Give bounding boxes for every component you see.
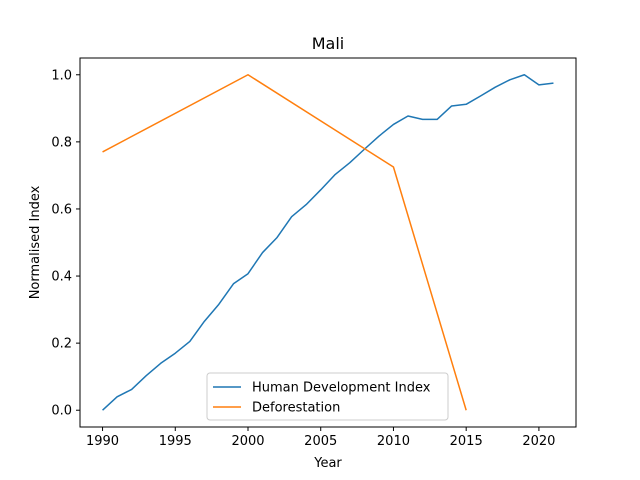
y-axis-label: Normalised Index [28, 185, 43, 299]
x-tick-label: 1990 [86, 434, 119, 449]
axes-frame [79, 57, 577, 428]
y-tick-label: 0.6 [51, 202, 72, 217]
plot-area: 1990 1995 2000 2005 2010 2015 2020 0.00.20.40.… [51, 57, 577, 449]
x-tick-label: 2020 [522, 434, 555, 449]
series-layer [102, 74, 554, 411]
y-tick-label: 0.2 [51, 337, 72, 352]
y-axis-ticks: 0.0 0.2 0.4 0.6 0.8 1.0 [51, 68, 80, 419]
legend-label-deforestation: Deforestation [252, 401, 340, 416]
y-tick-label: 0.8 [51, 135, 72, 150]
x-tick-label: 2005 [304, 434, 337, 449]
legend: Human Development Index Deforestation [206, 372, 449, 421]
x-tick-label: 2000 [231, 434, 264, 449]
y-tick-label: 0.4 [51, 270, 72, 285]
chart-title: Mali [312, 34, 345, 53]
legend-label-hdi: Human Development Index [252, 381, 431, 396]
y-tick-label: 0.0 [51, 404, 72, 419]
x-tick-label: 2010 [377, 434, 410, 449]
series-line-hdi [102, 74, 554, 411]
x-axis-ticks: 1990 1995 2000 2005 2010 2015 2020 [86, 427, 555, 449]
x-tick-label: 1995 [159, 434, 192, 449]
legend-box [206, 372, 449, 421]
x-tick-label: 2015 [450, 434, 483, 449]
x-axis-label: Year [313, 456, 342, 471]
y-tick-label: 1.0 [51, 68, 72, 83]
series-line-deforestation [102, 74, 467, 411]
